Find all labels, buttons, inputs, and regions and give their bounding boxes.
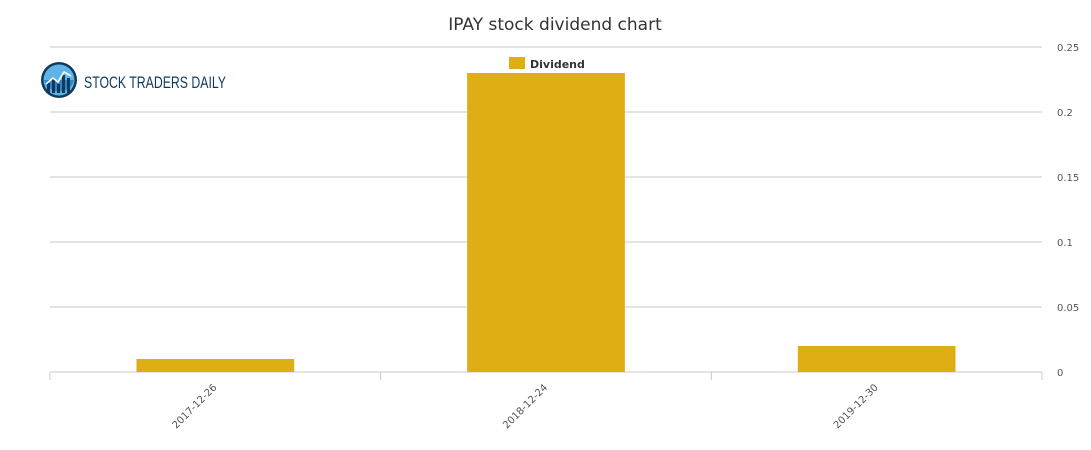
y-tick-label: 0.2 <box>1057 108 1073 119</box>
x-axis-labels: 2017-12-26 2018-12-24 2019-12-30 <box>171 382 881 431</box>
y-axis-ticks: 0 0.05 0.1 0.15 0.2 0.25 <box>1057 43 1079 379</box>
bar-2017-12-26[interactable] <box>136 359 295 372</box>
x-tick-label: 2018-12-24 <box>501 382 550 431</box>
bar-chart-globe-icon <box>41 62 77 98</box>
legend[interactable]: Dividend <box>509 57 585 71</box>
x-tick-label: 2019-12-30 <box>832 382 881 431</box>
chart-title: IPAY stock dividend chart <box>448 15 662 35</box>
legend-swatch <box>509 57 525 69</box>
y-tick-label: 0.05 <box>1057 303 1079 314</box>
bar-2019-12-30[interactable] <box>797 346 956 372</box>
y-tick-label: 0 <box>1057 368 1063 379</box>
x-axis <box>49 371 1043 380</box>
y-tick-label: 0.25 <box>1057 43 1079 54</box>
brand-logo: STOCK TRADERS DAILY <box>41 62 226 98</box>
brand-name: STOCK TRADERS DAILY <box>84 73 226 92</box>
y-tick-label: 0.1 <box>1057 238 1073 249</box>
legend-label: Dividend <box>530 58 585 71</box>
x-tick-label: 2017-12-26 <box>171 382 220 431</box>
y-tick-label: 0.15 <box>1057 173 1079 184</box>
bars <box>136 73 956 372</box>
bar-2018-12-24[interactable] <box>467 73 625 372</box>
